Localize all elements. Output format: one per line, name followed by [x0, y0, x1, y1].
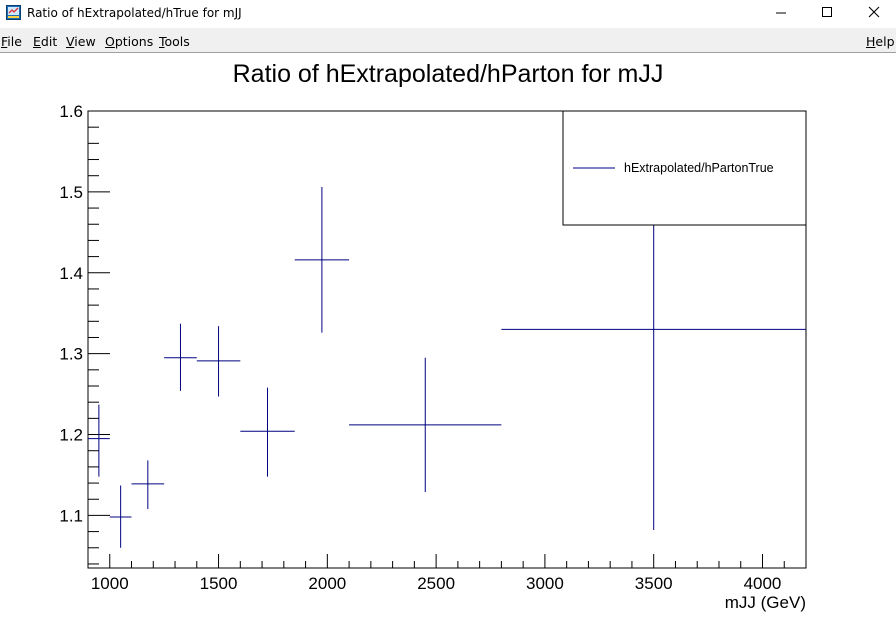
minimize-button[interactable] [758, 0, 804, 26]
menu-edit[interactable]: Edit [33, 34, 58, 49]
menu-help[interactable]: Help [866, 34, 895, 49]
data-point [109, 485, 132, 548]
y-tick-label: 1.1 [59, 506, 83, 525]
menu-options[interactable]: Options [105, 34, 154, 49]
plot-frame [87, 110, 807, 569]
data-point [88, 404, 110, 477]
window-titlebar: Ratio of hExtrapolated/hTrue for mJJ [0, 0, 896, 26]
menubar: File Edit View Options Tools Help [0, 28, 896, 52]
window-title: Ratio of hExtrapolated/hTrue for mJJ [27, 6, 242, 20]
menu-file[interactable]: File [1, 34, 22, 49]
y-tick-label: 1.2 [59, 426, 83, 445]
root-canvas-icon [6, 5, 21, 20]
y-tick-label: 1.4 [59, 264, 83, 283]
x-tick-label: 2000 [308, 574, 346, 593]
chart-canvas[interactable]: Ratio of hExtrapolated/hParton for mJJ m… [0, 53, 896, 626]
close-icon [868, 6, 880, 18]
menu-view[interactable]: View [66, 34, 96, 49]
legend: hExtrapolated/hPartonTrue [562, 110, 807, 226]
close-button[interactable] [850, 0, 896, 26]
y-tick-label: 1.5 [59, 183, 83, 202]
x-axis-label: mJJ (GeV) [725, 593, 806, 612]
x-tick-label: 2500 [417, 574, 455, 593]
x-tick-label: 3500 [635, 574, 673, 593]
data-point [131, 460, 165, 509]
minimize-icon [776, 12, 786, 14]
data-point [294, 187, 350, 333]
chart-title: Ratio of hExtrapolated/hParton for mJJ [233, 60, 664, 88]
y-tick-label: 1.3 [59, 345, 83, 364]
data-point [196, 326, 241, 397]
menubar-divider [0, 52, 896, 53]
data-point [349, 357, 502, 492]
series [88, 111, 806, 548]
x-tick-label: 3000 [526, 574, 564, 593]
legend-entry-label: hExtrapolated/hPartonTrue [624, 161, 774, 175]
y-tick-label: 1.6 [59, 102, 83, 121]
x-tick-label: 1500 [200, 574, 238, 593]
data-point [240, 387, 295, 477]
maximize-icon [822, 7, 832, 17]
menu-tools[interactable]: Tools [159, 34, 190, 49]
x-tick-label: 4000 [744, 574, 782, 593]
axes: 1000 1500 2000 2500 3000 3500 4000 1.1 1.2 1.3 1.4… [59, 102, 807, 593]
data-point [164, 323, 197, 391]
x-tick-label: 1000 [91, 574, 129, 593]
maximize-button[interactable] [804, 0, 850, 26]
